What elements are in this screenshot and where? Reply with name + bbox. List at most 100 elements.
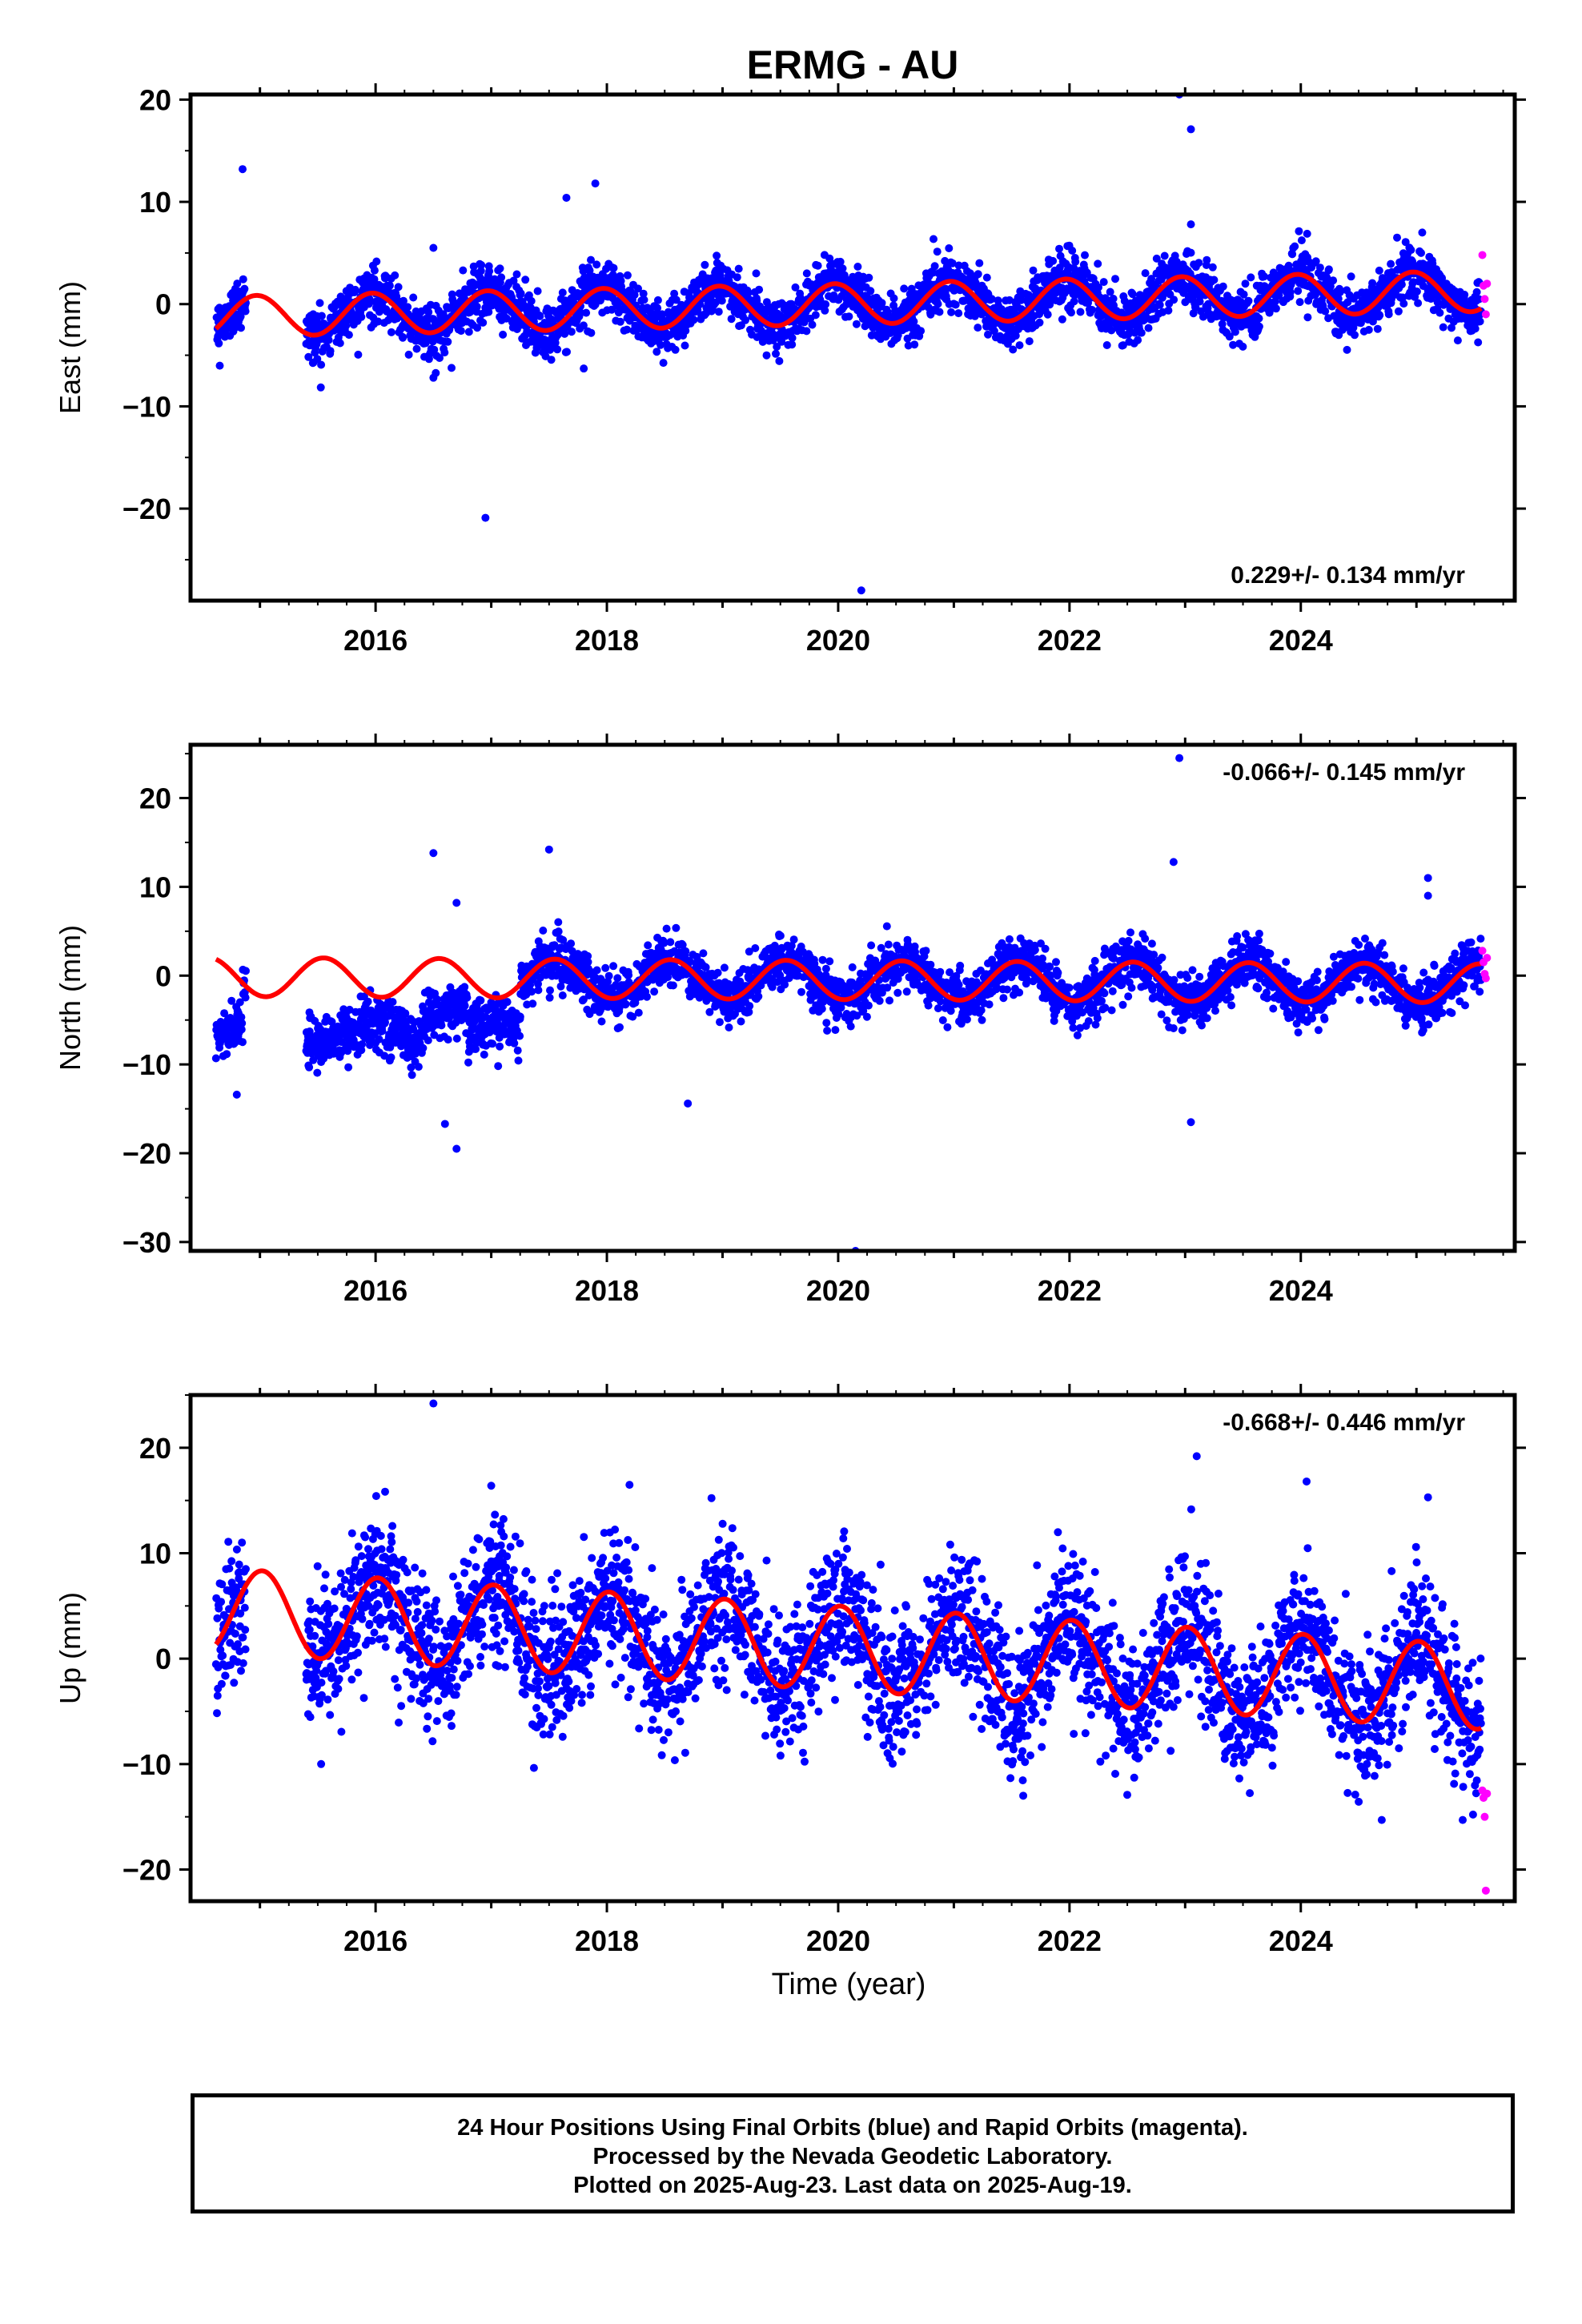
final-orbit-point: [616, 1023, 624, 1031]
final-orbit-point: [1208, 263, 1217, 271]
final-orbit-point: [592, 260, 601, 269]
final-orbit-point: [643, 992, 651, 1001]
final-orbit-point: [744, 288, 753, 297]
final-orbit-point: [1203, 255, 1211, 264]
final-orbit-point: [363, 997, 372, 1006]
final-orbit-point: [934, 300, 942, 308]
final-orbit-point: [597, 1017, 606, 1026]
final-orbit-point: [409, 293, 418, 302]
final-orbit-point: [1225, 332, 1234, 341]
final-orbit-point: [1035, 310, 1044, 319]
final-orbit-point: [1347, 272, 1355, 281]
final-orbit-point: [1294, 287, 1303, 296]
final-orbit-point: [513, 1046, 522, 1055]
final-orbit-point: [1081, 251, 1089, 259]
final-orbit-point: [343, 1047, 352, 1055]
final-orbit-point: [777, 337, 786, 346]
final-orbit-point: [237, 1013, 246, 1022]
rapid-orbit-point: [1478, 251, 1487, 259]
final-orbit-point: [845, 312, 853, 321]
final-orbit-point: [714, 308, 723, 316]
final-orbit-point: [865, 273, 873, 282]
final-orbit-point: [211, 1054, 220, 1063]
final-orbit-point: [327, 1017, 336, 1026]
final-orbit-point: [1334, 295, 1343, 303]
final-orbit-point: [1295, 227, 1303, 235]
final-orbit-point: [624, 971, 633, 979]
outlier-point: [1418, 228, 1427, 237]
final-orbit-point: [1160, 251, 1169, 260]
final-orbit-point: [758, 337, 767, 346]
final-orbit-point: [404, 303, 412, 312]
final-orbit-point: [1259, 272, 1268, 281]
final-orbit-point: [711, 298, 720, 307]
final-orbit-point: [634, 284, 642, 293]
final-orbit-point: [242, 967, 250, 975]
final-orbit-point: [464, 328, 473, 336]
final-orbit-point: [387, 328, 396, 336]
final-orbit-point: [1111, 275, 1119, 283]
final-orbit-point: [1164, 306, 1173, 315]
final-orbit-point: [954, 309, 963, 318]
outlier-point: [239, 165, 247, 174]
x-tick-label: 2024: [1269, 624, 1333, 657]
final-orbit-point: [689, 316, 698, 324]
final-orbit-point: [221, 326, 230, 335]
final-orbit-point: [536, 312, 544, 320]
final-orbit-point: [821, 300, 830, 308]
final-orbit-point: [241, 307, 250, 316]
final-orbit-point: [479, 318, 488, 327]
final-orbit-point: [592, 966, 601, 975]
final-orbit-point: [1015, 341, 1024, 350]
final-orbit-point: [1005, 296, 1014, 304]
final-orbit-point: [713, 251, 721, 260]
final-orbit-point: [699, 949, 708, 958]
final-orbit-point: [772, 349, 780, 358]
final-orbit-point: [1128, 290, 1137, 299]
final-orbit-point: [497, 273, 506, 282]
final-orbit-point: [1329, 276, 1338, 285]
final-orbit-point: [608, 305, 616, 314]
chart-title: ERMG - AU: [747, 42, 959, 87]
final-orbit-point: [1412, 287, 1421, 296]
final-orbit-point: [802, 269, 811, 278]
final-orbit-point: [775, 356, 784, 365]
final-orbit-point: [424, 355, 433, 364]
final-orbit-point: [503, 998, 512, 1007]
final-orbit-point: [1244, 296, 1253, 305]
final-orbit-point: [751, 944, 760, 952]
final-orbit-point: [741, 316, 749, 324]
final-orbit-point: [754, 992, 763, 1001]
final-orbit-point: [609, 263, 618, 272]
final-orbit-point: [1447, 324, 1456, 332]
final-orbit-point: [852, 320, 861, 328]
final-orbit-point: [1141, 269, 1150, 278]
final-orbit-point: [930, 235, 938, 243]
final-orbit-point: [1335, 287, 1344, 296]
final-orbit-point: [1288, 250, 1297, 259]
final-orbit-point: [639, 289, 648, 298]
final-orbit-point: [1476, 317, 1484, 326]
rapid-orbit-point: [1480, 295, 1489, 304]
final-orbit-point: [1058, 315, 1066, 324]
final-orbit-point: [788, 334, 797, 342]
final-orbit-point: [1399, 293, 1407, 302]
final-orbit-point: [1239, 342, 1247, 351]
final-orbit-point: [1471, 324, 1480, 333]
final-orbit-point: [725, 1023, 733, 1031]
final-orbit-point: [662, 924, 671, 933]
final-orbit-point: [954, 261, 963, 270]
final-orbit-point: [558, 288, 567, 297]
final-orbit-point: [1303, 229, 1311, 238]
final-orbit-point: [430, 345, 439, 354]
final-orbit-point: [1315, 263, 1324, 272]
final-orbit-point: [496, 264, 504, 273]
final-orbit-point: [669, 981, 677, 990]
final-orbit-point: [463, 993, 472, 1002]
outlier-point: [1186, 220, 1195, 229]
final-orbit-point: [975, 259, 984, 267]
final-orbit-point: [909, 317, 918, 326]
final-orbit-point: [621, 999, 630, 1008]
final-orbit-point: [521, 275, 530, 284]
